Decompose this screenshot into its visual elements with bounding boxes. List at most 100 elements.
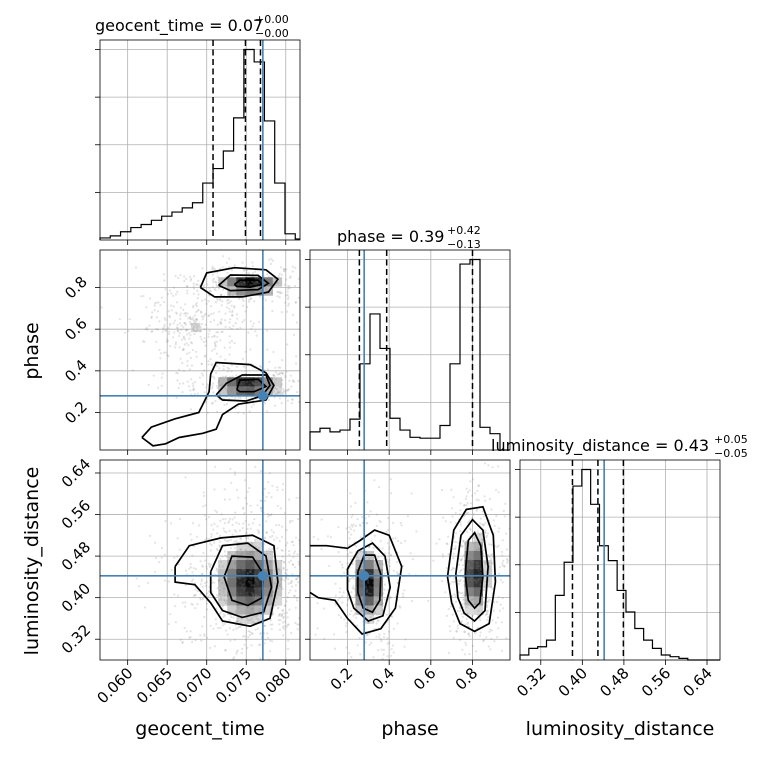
sample-point: [339, 587, 342, 590]
sample-point: [239, 599, 242, 602]
sample-point: [181, 362, 184, 365]
sample-point: [213, 268, 216, 271]
sample-point: [231, 375, 234, 378]
sample-point: [172, 294, 175, 297]
sample-point: [241, 585, 244, 588]
sample-point: [468, 652, 471, 656]
sample-point: [263, 281, 266, 284]
sample-point: [243, 597, 246, 600]
sample-point: [201, 299, 204, 302]
title-phase: phase = 0.39: [337, 227, 444, 246]
sample-point: [485, 613, 488, 616]
sample-point: [266, 277, 270, 280]
sample-point: [370, 641, 373, 645]
sample-point: [334, 647, 337, 650]
sample-point: [178, 548, 181, 551]
sample-point: [228, 293, 231, 296]
sample-point: [220, 293, 223, 296]
sample-point: [463, 580, 466, 583]
sample-point: [471, 577, 474, 580]
sample-point: [347, 597, 350, 600]
sample-point: [194, 593, 197, 597]
sample-point: [461, 615, 464, 618]
sample-point: [491, 466, 494, 469]
sample-point: [487, 645, 490, 648]
sample-point: [244, 350, 247, 353]
sample-point: [218, 298, 221, 301]
sample-point: [256, 539, 260, 543]
sample-point: [471, 614, 474, 618]
density-cell: [473, 569, 484, 579]
sample-point: [100, 306, 103, 309]
sample-point: [230, 327, 233, 330]
sample-point: [240, 293, 243, 296]
sample-point: [174, 346, 177, 349]
sample-point: [182, 347, 185, 350]
sample-point: [225, 375, 228, 378]
sample-point: [397, 572, 400, 575]
sample-point: [376, 596, 379, 599]
sample-point: [258, 385, 261, 388]
sample-point: [367, 611, 370, 614]
sample-point: [376, 593, 379, 596]
ytick-label-luminosity_distance: 0.40: [58, 580, 94, 616]
sample-point: [432, 559, 435, 562]
sample-point: [209, 542, 212, 545]
sample-point: [250, 297, 253, 300]
sample-point: [276, 504, 279, 507]
sample-point: [369, 564, 372, 567]
sample-point: [218, 310, 221, 313]
sample-point: [381, 657, 384, 660]
sample-point: [473, 597, 477, 600]
sample-point: [222, 587, 225, 590]
sample-point: [345, 631, 348, 634]
sample-point: [251, 283, 254, 287]
sample-point: [192, 306, 195, 309]
sample-point: [459, 569, 462, 572]
sample-point: [465, 617, 468, 621]
sample-point: [476, 489, 479, 492]
density-cell: [254, 587, 264, 597]
sample-point: [225, 403, 229, 406]
sample-point: [356, 568, 359, 571]
sample-point: [241, 583, 244, 586]
xtick-label-luminosity_distance: 0.56: [638, 664, 674, 700]
sample-point: [245, 380, 248, 383]
sample-point: [281, 378, 284, 382]
sample-point: [251, 597, 255, 600]
sample-point: [217, 570, 220, 573]
sample-point: [212, 382, 215, 385]
sample-point: [219, 560, 222, 563]
sample-point: [468, 635, 471, 638]
sample-point: [461, 591, 464, 595]
sample-point: [235, 488, 238, 492]
sample-point: [296, 599, 299, 602]
sample-point: [272, 590, 275, 593]
sample-point: [246, 527, 249, 530]
sample-point: [281, 392, 284, 395]
sample-point: [286, 343, 289, 346]
sample-point: [350, 609, 353, 613]
sample-point: [374, 576, 377, 579]
sample-point: [449, 521, 452, 524]
sample-point: [235, 521, 238, 524]
sample-point: [255, 565, 258, 568]
sample-point: [465, 606, 468, 609]
sample-point: [273, 581, 276, 584]
sample-point: [247, 386, 250, 389]
sample-point: [276, 547, 279, 550]
sample-point: [458, 591, 461, 594]
sample-point: [374, 582, 377, 585]
sample-point: [183, 312, 186, 315]
sample-point: [213, 645, 216, 648]
sample-point: [239, 625, 242, 628]
sample-point: [375, 622, 378, 625]
sample-point: [242, 412, 245, 415]
sample-point: [210, 544, 213, 547]
sample-point: [240, 537, 243, 540]
sample-point: [175, 326, 178, 329]
sample-point: [271, 640, 274, 643]
sample-point: [468, 557, 471, 561]
sample-point: [368, 585, 371, 588]
sample-point: [284, 389, 287, 392]
